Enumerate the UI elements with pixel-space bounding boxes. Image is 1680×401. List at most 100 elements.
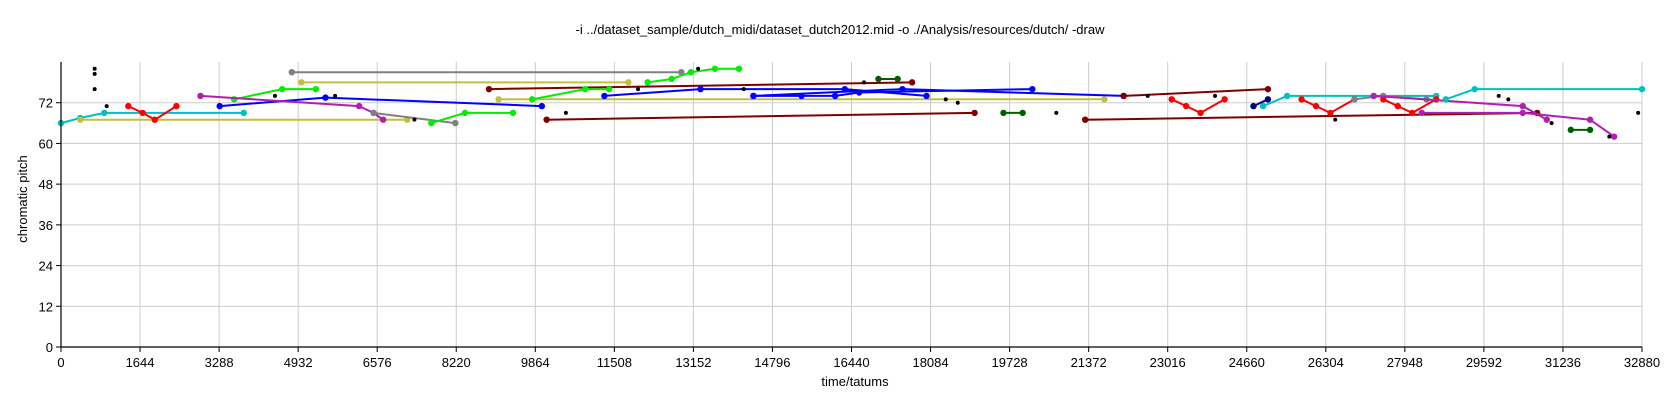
- data-point: [563, 110, 568, 115]
- series: [125, 102, 180, 123]
- data-point: [1182, 102, 1190, 110]
- x-tick-label: 21372: [1071, 355, 1107, 370]
- x-tick-label: 16440: [833, 355, 869, 370]
- data-point: [875, 75, 882, 83]
- data-point: [1610, 133, 1618, 140]
- x-tick-label: 1644: [126, 355, 155, 370]
- data-point: [1418, 109, 1425, 117]
- data-point: [1543, 116, 1550, 123]
- axes: 0 1644 3288 4932 6576 8220 9864 11508 13152 14796…: [39, 62, 1660, 370]
- series: [1250, 96, 1272, 110]
- x-tick-label: 6576: [363, 355, 392, 370]
- data-point: [1519, 102, 1526, 110]
- data-point: [908, 79, 916, 86]
- series-line: [488, 81, 913, 91]
- data-point: [1607, 134, 1612, 139]
- data-point: [92, 87, 97, 92]
- data-point: [711, 65, 719, 72]
- grid: [60, 62, 1643, 348]
- data-point: [370, 109, 377, 117]
- data-point: [173, 102, 180, 110]
- data-point: [461, 109, 469, 117]
- data-point: [538, 102, 546, 110]
- x-tick-label: 13152: [675, 355, 711, 370]
- data-point: [1333, 117, 1338, 122]
- data-point: [139, 109, 146, 117]
- data-point: [862, 80, 867, 85]
- data-point: [1264, 96, 1272, 103]
- series: [1168, 96, 1228, 117]
- data-point: [1327, 109, 1334, 117]
- data-point: [1394, 102, 1401, 110]
- data-point: [678, 68, 685, 76]
- data-point: [452, 119, 459, 127]
- data-point: [1586, 126, 1594, 134]
- data-point: [923, 92, 930, 100]
- data-point: [197, 92, 204, 100]
- data-point: [1259, 102, 1267, 110]
- data-point: [92, 71, 97, 76]
- data-point: [636, 87, 641, 92]
- series-line: [219, 96, 542, 108]
- data-point: [92, 66, 97, 71]
- series: [1298, 96, 1358, 117]
- data-point: [495, 96, 502, 103]
- x-tick-label: 27948: [1387, 355, 1423, 370]
- series: [1081, 109, 1541, 123]
- x-tick-label: 26304: [1308, 355, 1344, 370]
- data-point: [322, 94, 329, 101]
- series: [543, 109, 978, 123]
- data-point: [1549, 121, 1554, 126]
- series: [644, 65, 743, 86]
- series-line: [546, 111, 975, 121]
- data-point: [1221, 96, 1228, 103]
- data-point: [625, 79, 632, 86]
- data-point: [1506, 97, 1511, 102]
- data-point: [831, 92, 839, 100]
- series-line: [1382, 98, 1437, 115]
- data-point: [1586, 116, 1594, 123]
- series: [495, 96, 1108, 103]
- data-point: [741, 87, 746, 92]
- data-point: [312, 85, 320, 93]
- x-tick-label: 19728: [992, 355, 1028, 370]
- series: [298, 79, 632, 86]
- data-point: [333, 93, 338, 98]
- data-point: [1000, 109, 1007, 117]
- data-point: [605, 85, 613, 93]
- data-point: [735, 65, 743, 72]
- data-point: [697, 85, 704, 93]
- data-point: [485, 85, 493, 93]
- data-point: [668, 75, 675, 83]
- data-point: [687, 68, 695, 76]
- data-point: [1312, 102, 1320, 110]
- data-point: [855, 89, 863, 96]
- data-point: [1213, 93, 1218, 98]
- data-point: [955, 100, 960, 105]
- data-point: [278, 85, 286, 93]
- y-tick-label: 36: [39, 218, 53, 233]
- data-point: [1471, 85, 1478, 93]
- x-tick-label: 23016: [1150, 355, 1186, 370]
- series: [529, 85, 613, 103]
- y-tick-label: 48: [39, 177, 53, 192]
- data-point: [1283, 92, 1291, 100]
- data-point: [379, 116, 387, 123]
- data-point: [216, 102, 223, 110]
- series-line: [1085, 111, 1538, 121]
- y-tick-label: 60: [39, 136, 53, 151]
- data-point: [943, 97, 948, 102]
- series: [1418, 109, 1618, 140]
- data-point: [125, 102, 132, 110]
- data-point: [1380, 96, 1387, 103]
- series: [750, 85, 1036, 100]
- data-point: [1408, 109, 1416, 117]
- x-tick-label: 14796: [754, 355, 790, 370]
- chart-title: -i ../dataset_sample/dutch_midi/dataset_…: [576, 22, 1106, 37]
- data-point: [1054, 110, 1059, 115]
- series-line: [200, 94, 384, 121]
- data-point: [1496, 93, 1501, 98]
- series: [1000, 109, 1026, 117]
- series: [875, 75, 901, 83]
- x-tick-label: 32880: [1624, 355, 1660, 370]
